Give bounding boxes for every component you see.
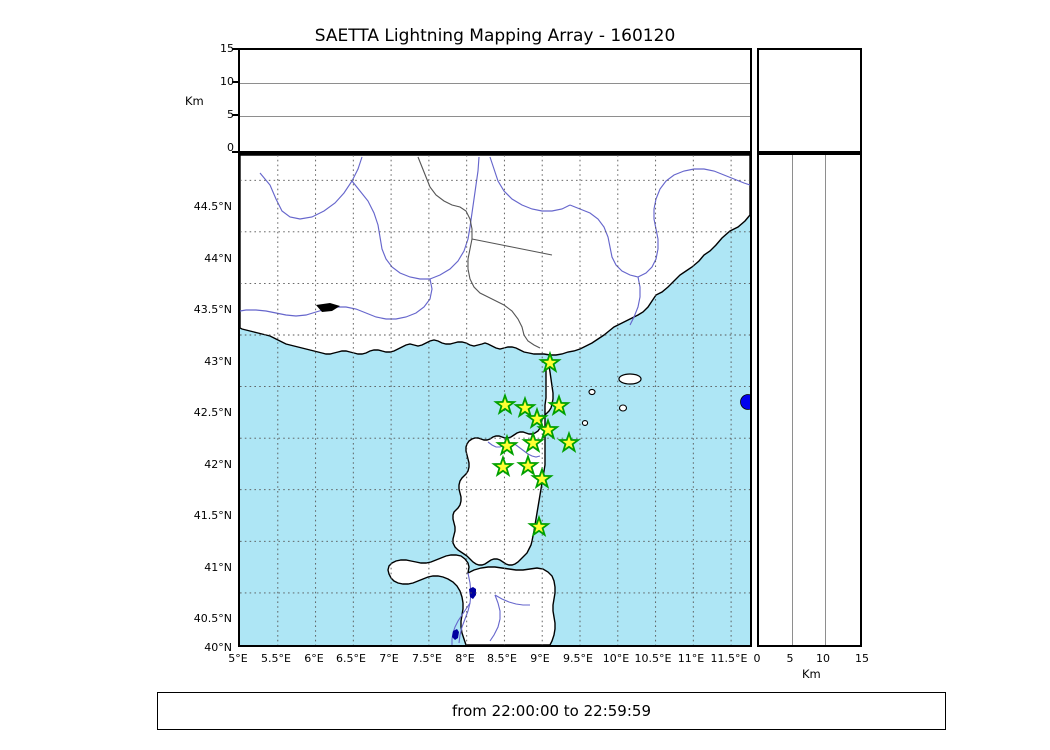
island-capraia (588, 388, 596, 396)
time-range-caption: from 22:00:00 to 22:59:59 (451, 702, 651, 720)
tick-lon-10: 10°E (602, 652, 630, 665)
tick-altitude-5: 5 (227, 108, 234, 121)
vhf-source-marker (740, 394, 750, 410)
gridline-range-5 (792, 155, 793, 645)
map-canvas (240, 155, 750, 645)
map-panel[interactable] (238, 153, 752, 647)
tick-altitude-0: 0 (227, 141, 234, 154)
lake-geneva (316, 303, 340, 312)
tick-lat-42-5: 42.5°N (193, 406, 232, 419)
tick-lon-10-5: 10.5°E (634, 652, 672, 665)
tickmark-altitude-5 (232, 114, 238, 116)
lake-sardinia-south (452, 629, 459, 640)
corner-panel (757, 48, 862, 153)
tick-lon-7: 7°E (379, 652, 399, 665)
axis-label-range-km: Km (802, 667, 821, 681)
gridline-alt-10 (240, 83, 750, 84)
rivers-sardinia (451, 572, 530, 645)
axis-label-altitude-km: Km (185, 94, 204, 108)
tick-lon-6-5: 6.5°E (336, 652, 366, 665)
tickmark-altitude-0 (232, 151, 238, 153)
island-elba (618, 373, 642, 385)
tick-lon-8-5: 8.5°E (487, 652, 517, 665)
island-pianosa (618, 404, 628, 412)
gridline-range-10 (825, 155, 826, 645)
tick-range-10: 10 (816, 652, 830, 665)
tick-lon-9: 9°E (530, 652, 550, 665)
altitude-longitude-panel (238, 48, 752, 153)
tick-lat-41-5: 41.5°N (193, 509, 232, 522)
rivers-layer (240, 156, 750, 326)
tickmark-altitude-10 (232, 81, 238, 83)
tick-altitude-15: 15 (220, 42, 234, 55)
tick-lat-41: 41°N (204, 561, 232, 574)
tick-lon-11-5: 11.5°E (710, 652, 748, 665)
tick-lon-5: 5°E (228, 652, 248, 665)
landmass-sardinia (387, 554, 556, 645)
tick-lat-43: 43°N (204, 355, 232, 368)
time-range-caption-box: from 22:00:00 to 22:59:59 (157, 692, 946, 730)
tick-lat-44-5: 44.5°N (193, 200, 232, 213)
tick-altitude-10: 10 (220, 75, 234, 88)
tick-lon-11: 11°E (677, 652, 705, 665)
tickmark-altitude-15 (232, 48, 238, 50)
tick-lat-44: 44°N (204, 252, 232, 265)
tick-range-0: 0 (753, 652, 761, 665)
tick-lon-9-5: 9.5°E (563, 652, 593, 665)
tick-lat-40-5: 40.5°N (193, 612, 232, 625)
tick-lat-40: 40°N (204, 641, 232, 654)
tick-lon-8: 8°E (455, 652, 475, 665)
graticule-layer (240, 155, 750, 645)
tick-lon-6: 6°E (304, 652, 324, 665)
borders-layer (417, 156, 553, 349)
altitude-latitude-panel (757, 153, 862, 647)
tick-lat-43-5: 43.5°N (193, 303, 232, 316)
page-title: SAETTA Lightning Mapping Array - 160120 (314, 26, 676, 46)
island-montecristo (581, 420, 589, 426)
tick-lat-42: 42°N (204, 458, 232, 471)
tick-lon-5-5: 5.5°E (261, 652, 291, 665)
landmass-mainland (240, 155, 750, 356)
tick-range-5: 5 (786, 652, 794, 665)
tick-lon-7-5: 7.5°E (412, 652, 442, 665)
lake-sardinia-north (469, 587, 476, 599)
tick-range-15: 15 (855, 652, 869, 665)
gridline-alt-5 (240, 116, 750, 117)
